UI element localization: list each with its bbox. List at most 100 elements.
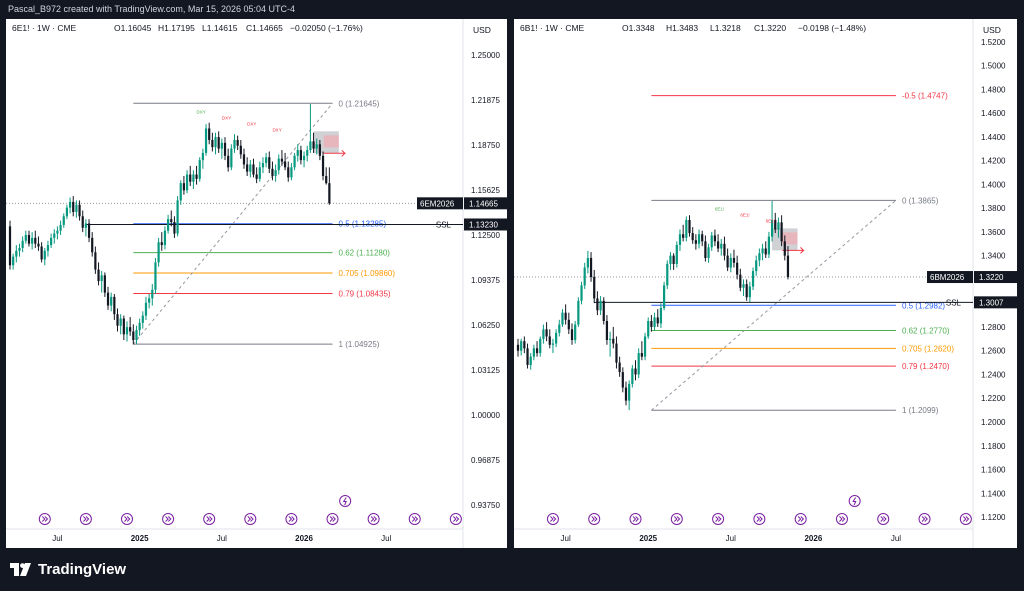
event-icon[interactable] [959, 513, 972, 525]
chart-panel-right[interactable]: 6B1! · 1W · CME O1.3348 H1.3483 L1.3218 C1.3… [514, 19, 1017, 548]
event-icon[interactable] [244, 513, 257, 525]
event-arrow-icon [370, 516, 378, 522]
dividend-event-icon[interactable] [339, 495, 352, 507]
event-icon[interactable] [794, 513, 807, 525]
candle-body [328, 183, 331, 204]
event-icon[interactable] [629, 513, 642, 525]
event-icon[interactable] [835, 513, 848, 525]
candle-body [783, 241, 786, 256]
candle-body [157, 242, 160, 263]
candle-body [580, 285, 583, 301]
event-arrow-icon [247, 516, 254, 522]
candle-body [293, 155, 296, 168]
candle-body [261, 163, 265, 168]
candle-body [325, 175, 328, 184]
event-icon[interactable] [79, 513, 92, 525]
fib-level-label: -0.5 (1.4747) [902, 92, 948, 101]
candle-body [551, 343, 555, 345]
ssl-price-tag: 1.3007 [979, 298, 1004, 307]
event-icon[interactable] [546, 513, 559, 525]
candle-body [542, 329, 545, 339]
candle-body [516, 344, 520, 351]
event-arrow-icon [550, 516, 557, 522]
y-tick-label: 1.3600 [981, 228, 1006, 237]
candle-body [596, 298, 599, 311]
x-tick-label: 2025 [131, 534, 149, 543]
brand-name: TradingView [38, 561, 127, 578]
y-tick-label: 1.4000 [981, 180, 1006, 189]
candle-body [545, 329, 548, 337]
candle-body [138, 322, 141, 331]
chart-panel-left[interactable]: 6E1! · 1W · CME O1.16045 H1.17195 L1.14615 C… [6, 19, 507, 548]
candle-body [634, 368, 637, 375]
dividend-event-icon[interactable] [848, 495, 861, 507]
chart-svg-left[interactable]: 6E1! · 1W · CME O1.16045 H1.17195 L1.14615 C… [6, 19, 507, 548]
candle-body [548, 336, 551, 345]
candle-body [46, 245, 50, 251]
candle-body [116, 314, 119, 326]
event-icon[interactable] [326, 513, 339, 525]
last-price-tag: 1.3220 [979, 273, 1004, 282]
event-arrow-icon [921, 516, 928, 522]
y-tick-label: 1.5000 [981, 62, 1006, 71]
candle-body [75, 204, 78, 212]
candle-body [201, 152, 204, 161]
credit-text: Pascal_B972 created with TradingView.com… [8, 4, 295, 14]
candle-body [59, 224, 62, 231]
candle-body [198, 160, 201, 179]
pattern-tag: DXY [222, 115, 231, 120]
candle-body [110, 296, 113, 306]
y-tick-label: 1.1400 [981, 489, 1006, 498]
y-tick-label: 1.12500 [471, 231, 500, 240]
y-tick-label: 1.2800 [981, 323, 1006, 332]
candle-body [736, 262, 739, 275]
candle-body [666, 263, 669, 286]
event-icon[interactable] [918, 513, 931, 525]
candle-body [252, 164, 255, 175]
event-arrow-icon [411, 516, 419, 522]
event-arrow-icon [880, 516, 887, 522]
chart-svg-right[interactable]: 6B1! · 1W · CME O1.3348 H1.3483 L1.3218 C1.3… [514, 19, 1017, 548]
event-arrow-icon [839, 516, 846, 522]
y-tick-label: 1.4800 [981, 85, 1006, 94]
y-tick-label: 1.4600 [981, 109, 1006, 118]
ohlc-high: H1.3483 [666, 23, 698, 33]
fib-level-label: 1 (1.04925) [339, 340, 380, 349]
event-icon[interactable] [367, 513, 380, 525]
fib-level-label: 1 (1.2099) [902, 406, 939, 415]
last-price-tag-bg [464, 197, 507, 210]
event-icon[interactable] [753, 513, 766, 525]
candle-body [274, 170, 277, 176]
symbol-info: 6E1! · 1W · CME [12, 23, 77, 33]
candle-body [742, 284, 745, 288]
event-icon[interactable] [449, 513, 462, 525]
event-icon[interactable] [408, 513, 421, 525]
symbol-tag: 6EM2026 [420, 199, 455, 208]
candle-body [299, 150, 303, 161]
event-icon[interactable] [670, 513, 683, 525]
candle-body [182, 183, 186, 191]
event-icon[interactable] [712, 513, 725, 525]
event-icon[interactable] [203, 513, 216, 525]
candle-body [656, 317, 659, 324]
candle-body [56, 230, 59, 234]
event-icon[interactable] [120, 513, 133, 525]
fib-level-label: 0.705 (1.09860) [339, 269, 396, 278]
ssl-price-tag-bg [974, 296, 1017, 309]
candle-body [669, 255, 672, 264]
candle-body [287, 167, 290, 178]
candle-body [631, 368, 634, 384]
brand[interactable]: TradingView [10, 561, 126, 578]
event-icon[interactable] [285, 513, 298, 525]
candle-body [18, 247, 21, 251]
event-icon[interactable] [877, 513, 890, 525]
event-icon[interactable] [162, 513, 175, 525]
candle-body [302, 155, 306, 161]
y-tick-label: 1.3800 [981, 204, 1006, 213]
event-arrow-icon [962, 516, 970, 522]
pattern-tag: DXY [247, 121, 256, 126]
candle-body [605, 320, 609, 341]
y-tick-label: 1.1800 [981, 442, 1006, 451]
event-icon[interactable] [38, 513, 51, 525]
event-icon[interactable] [588, 513, 601, 525]
